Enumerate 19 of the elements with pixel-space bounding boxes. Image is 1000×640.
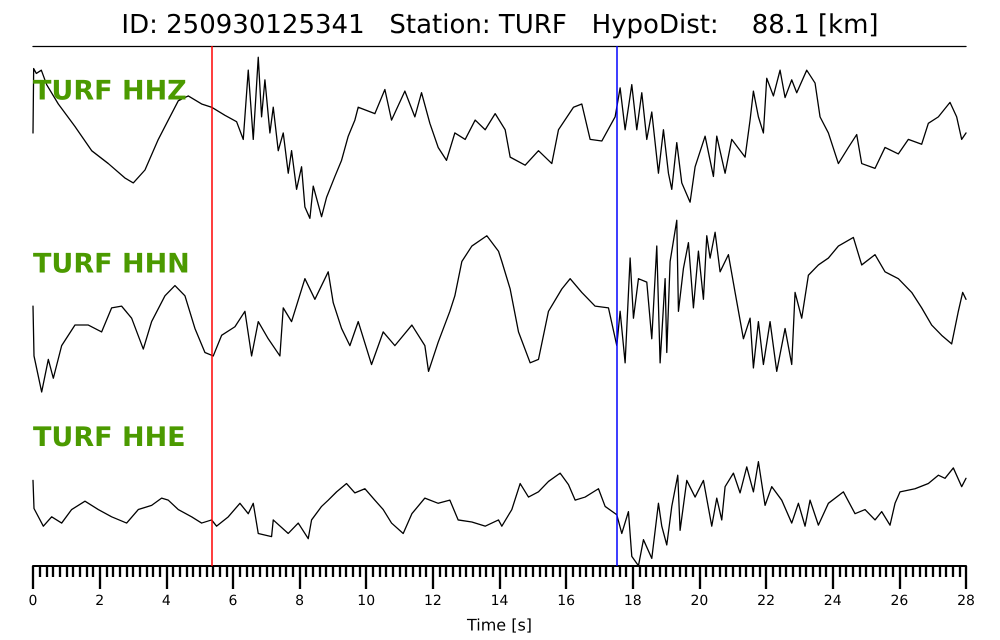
series-label: TURF HHE	[33, 422, 186, 453]
x-tick-label: 16	[557, 593, 576, 609]
x-tick-label: 22	[757, 593, 775, 609]
x-tick-label: 26	[890, 593, 908, 609]
x-tick-label: 10	[357, 593, 376, 609]
x-tick-label: 18	[624, 593, 642, 609]
x-tick-label: 28	[957, 593, 975, 609]
chart-title: ID: 250930125341 Station: TURF HypoDist: 88.1 [km]	[121, 10, 879, 40]
x-tick-label: 14	[490, 593, 508, 609]
x-tick-label: 20	[690, 593, 708, 609]
x-tick-label: 4	[162, 593, 171, 609]
x-tick-label: 24	[824, 593, 842, 609]
x-axis-title: Time [s]	[466, 616, 532, 634]
x-tick-label: 2	[95, 593, 104, 609]
x-tick-label: 0	[28, 593, 38, 609]
x-tick-label: 6	[228, 593, 238, 609]
series-label: TURF HHN	[33, 248, 190, 280]
x-tick-label: 8	[295, 593, 304, 609]
x-tick-label: 12	[424, 593, 442, 609]
